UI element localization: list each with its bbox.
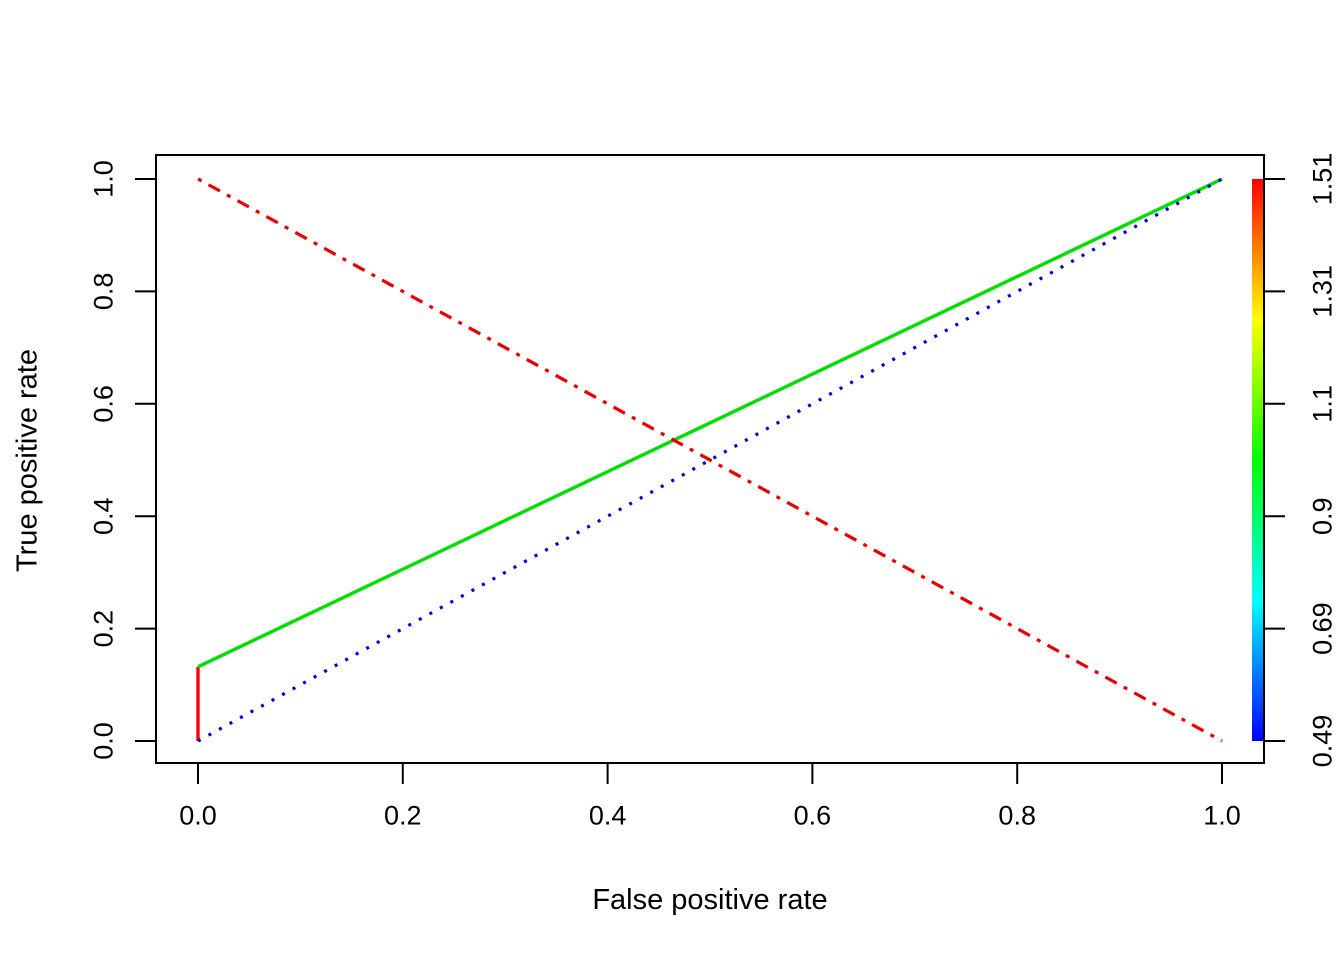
roc-curve xyxy=(197,177,1223,669)
chance-diagonal xyxy=(197,177,1223,743)
y-axis-tick-label: 0.2 xyxy=(89,610,119,648)
x-axis-tick-label: 0.4 xyxy=(589,800,627,830)
colorbar-tick-label: 0.9 xyxy=(1308,497,1338,535)
x-axis-title: False positive rate xyxy=(592,884,828,916)
x-axis-tick-label: 0.8 xyxy=(998,800,1036,830)
inverse-diagonal xyxy=(197,177,1223,743)
y-axis-tick-label: 0.8 xyxy=(89,273,119,311)
x-axis-tick-label: 1.0 xyxy=(1203,800,1241,830)
y-axis-title: True positive rate xyxy=(11,349,44,572)
y-axis-tick-label: 0.4 xyxy=(89,497,119,535)
colorbar xyxy=(1252,179,1263,741)
x-axis-tick-label: 0.0 xyxy=(179,800,217,830)
colorbar-tick-label: 0.69 xyxy=(1308,602,1338,655)
y-axis-tick-label: 0.0 xyxy=(89,722,119,760)
x-axis-tick-label: 0.2 xyxy=(384,800,422,830)
y-axis-tick-label: 1.0 xyxy=(89,160,119,198)
colorbar-tick-label: 1.1 xyxy=(1308,385,1338,423)
colorbar-tick-label: 1.31 xyxy=(1308,265,1338,318)
colorbar-tick-label: 0.49 xyxy=(1308,715,1338,768)
x-axis-tick-label: 0.6 xyxy=(794,800,832,830)
y-axis-tick-label: 0.6 xyxy=(89,385,119,423)
plot-border xyxy=(155,154,1265,764)
colorbar-tick-label: 1.51 xyxy=(1308,153,1338,206)
